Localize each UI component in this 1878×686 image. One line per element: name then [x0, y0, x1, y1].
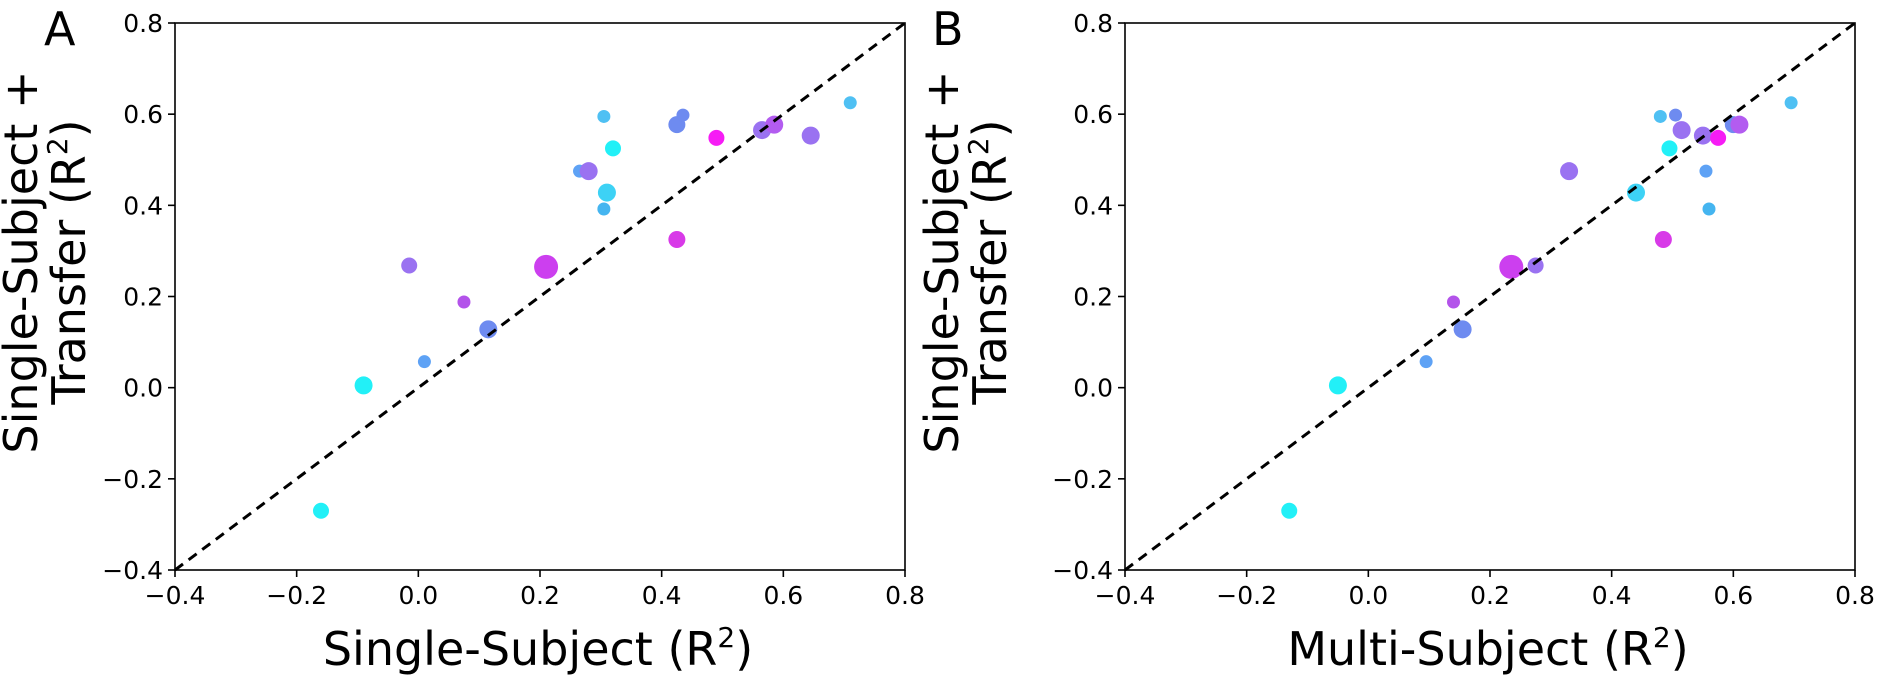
- x-tick-label: 0.2: [1470, 581, 1510, 610]
- y-tick-label: 0.4: [1073, 191, 1113, 220]
- scatter-point: [1627, 183, 1645, 202]
- panel-b-diagonal-reference-line: [1124, 21, 1856, 572]
- scatter-point: [1710, 129, 1727, 146]
- scatter-point: [354, 376, 373, 395]
- scatter-point: [1560, 162, 1579, 181]
- scatter-point: [1702, 202, 1716, 216]
- panel-b-y-axis-label: Single-Subject + Transfer (R2): [915, 70, 1017, 453]
- scatter-point: [1499, 254, 1524, 279]
- y-tick-label: 0.0: [1073, 374, 1113, 403]
- svg-text:Transfer (R2): Transfer (R2): [41, 119, 96, 405]
- scatter-point: [1699, 164, 1713, 178]
- scatter-point: [1328, 376, 1347, 395]
- scatter-point: [605, 140, 621, 157]
- y-tick-label: 0.0: [123, 374, 163, 403]
- y-tick-label: 0.2: [123, 283, 163, 312]
- scatter-point: [534, 254, 559, 279]
- scatter-point: [1653, 109, 1667, 123]
- panel-a: A −0.4 −0.2 0.0 0.2 0.4 0.6 0.8 −0.4 −0.2 0.0 0.2…: [0, 2, 925, 676]
- panel-a-y-axis-label: Single-Subject + Transfer (R2): [0, 70, 96, 453]
- scatter-point: [765, 115, 784, 134]
- panel-b: B −0.4 −0.2 0.0 0.2 0.4 0.6 0.8 −0.4 −0.2 0.0 0.2…: [915, 2, 1875, 676]
- y-tick-label: −0.4: [102, 556, 163, 585]
- x-tick-label: −0.2: [1216, 581, 1277, 610]
- x-tick-label: 0.8: [1835, 581, 1875, 610]
- scatter-point: [313, 502, 329, 519]
- scatter-point: [597, 183, 616, 202]
- panel-b-points: [1281, 96, 1798, 519]
- scatter-point: [597, 109, 611, 123]
- scatter-point: [1672, 121, 1691, 140]
- y-tick-label: 0.6: [123, 100, 163, 129]
- x-tick-label: −0.4: [145, 581, 206, 610]
- panel-b-label: B: [932, 2, 964, 56]
- y-tick-label: 0.8: [1073, 9, 1113, 38]
- scatter-point: [1730, 115, 1749, 134]
- panel-a-x-ticks: −0.4 −0.2 0.0 0.2 0.4 0.6 0.8: [145, 570, 925, 610]
- x-tick-label: 0.0: [1348, 581, 1388, 610]
- x-tick-label: 0.0: [398, 581, 438, 610]
- x-tick-label: 0.4: [642, 581, 682, 610]
- scatter-point: [668, 231, 686, 249]
- y-tick-label: 0.6: [1073, 100, 1113, 129]
- panel-b-x-axis-label: Multi-Subject (R2): [1287, 621, 1688, 676]
- y-tick-label: −0.4: [1052, 556, 1113, 585]
- scatter-point: [1419, 355, 1433, 369]
- scatter-point: [1527, 257, 1544, 274]
- scatter-point: [1784, 96, 1798, 110]
- x-tick-label: 0.4: [1592, 581, 1632, 610]
- scatter-point: [597, 202, 611, 216]
- scatter-point: [579, 162, 598, 181]
- scatter-point: [479, 320, 498, 339]
- scatter-point: [676, 108, 690, 122]
- x-tick-label: −0.4: [1095, 581, 1156, 610]
- scatter-point: [1661, 140, 1678, 157]
- panel-a-points: [313, 96, 857, 519]
- y-tick-label: 0.8: [123, 9, 163, 38]
- panel-a-label: A: [44, 2, 76, 56]
- scatter-point: [843, 96, 857, 110]
- y-tick-label: 0.4: [123, 191, 163, 220]
- x-tick-label: 0.6: [1713, 581, 1753, 610]
- svg-text:Transfer (R2): Transfer (R2): [962, 119, 1017, 405]
- y-tick-label: −0.2: [102, 465, 163, 494]
- scatter-point: [1654, 231, 1672, 249]
- panel-b-y-ticks: −0.4 −0.2 0.0 0.2 0.4 0.6 0.8: [1052, 9, 1125, 585]
- svg-text:Single-Subject +: Single-Subject +: [0, 70, 48, 453]
- panel-a-y-ticks: −0.4 −0.2 0.0 0.2 0.4 0.6 0.8: [102, 9, 175, 585]
- scatter-point: [401, 257, 418, 274]
- panel-b-x-ticks: −0.4 −0.2 0.0 0.2 0.4 0.6 0.8: [1095, 570, 1875, 610]
- scatter-point: [457, 295, 471, 309]
- scatter-point: [1447, 295, 1460, 309]
- x-tick-label: −0.2: [266, 581, 327, 610]
- panel-a-diagonal-reference-line: [174, 21, 906, 572]
- scatter-point: [1669, 108, 1683, 122]
- scatter-point: [1453, 320, 1472, 339]
- scatter-point: [417, 355, 431, 369]
- y-tick-label: 0.2: [1073, 283, 1113, 312]
- scatter-point: [708, 129, 725, 146]
- scatter-point: [1281, 502, 1298, 519]
- x-tick-label: 0.6: [763, 581, 803, 610]
- x-tick-label: 0.2: [520, 581, 560, 610]
- svg-text:Single-Subject +: Single-Subject +: [915, 70, 969, 453]
- scatter-point: [801, 126, 820, 145]
- panel-a-x-axis-label: Single-Subject (R2): [323, 621, 753, 676]
- y-tick-label: −0.2: [1052, 465, 1113, 494]
- x-tick-label: 0.8: [885, 581, 925, 610]
